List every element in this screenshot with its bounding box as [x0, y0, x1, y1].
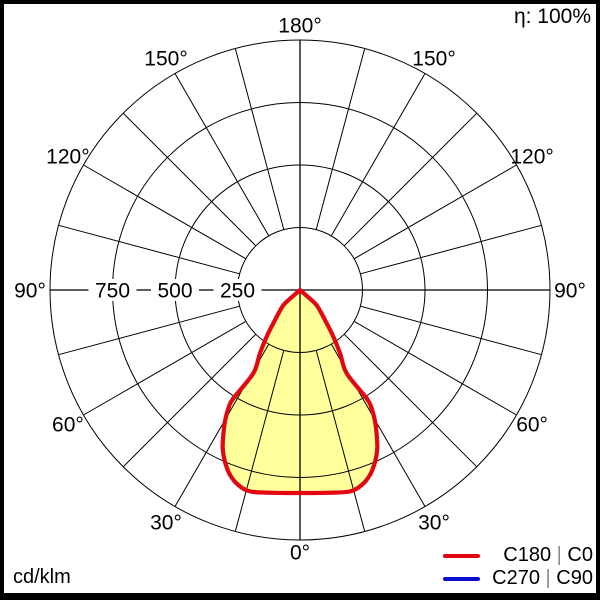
grid-spoke — [360, 305, 542, 356]
grid-spoke — [315, 48, 366, 230]
angle-label: 90° — [554, 280, 586, 303]
grid-spoke — [234, 350, 285, 532]
radial-tick-label: 250 — [220, 280, 255, 303]
radial-tick-label: 750 — [95, 280, 130, 303]
legend-item-c270-c90: C270 | C90 — [443, 567, 593, 590]
angle-label: 90° — [14, 280, 46, 303]
grid-spoke — [58, 305, 240, 356]
grid-spoke — [315, 350, 366, 532]
curve-c180-c0 — [220, 287, 380, 496]
angle-label: 120° — [510, 146, 553, 169]
angle-label: 60° — [516, 414, 548, 437]
radial-tick-label: 500 — [157, 280, 192, 303]
legend-label-c270-c90: C270 | C90 — [492, 567, 593, 589]
unit-label: cd/klm — [13, 566, 71, 588]
grid-spoke — [58, 224, 240, 275]
radial-label-bg — [151, 279, 199, 301]
angle-label: 30° — [418, 512, 450, 535]
grid-spoke — [174, 73, 270, 237]
legend-label-c180-c0: C180 | C0 — [503, 544, 593, 566]
grid-spoke — [360, 224, 542, 275]
grid-spoke — [122, 112, 257, 247]
efficiency-label: η: 100% — [513, 5, 591, 28]
grid-spoke — [234, 48, 285, 230]
angle-label: 0° — [290, 542, 310, 565]
angle-label: 120° — [46, 146, 89, 169]
angle-label: 30° — [150, 512, 182, 535]
radial-label-bg — [88, 279, 137, 301]
grid-spoke — [330, 73, 426, 237]
grid-spoke — [353, 320, 517, 416]
grid-spoke — [353, 164, 517, 260]
legend-line-blue — [443, 576, 480, 581]
radial-label-bg — [213, 279, 262, 301]
angle-label: 60° — [52, 414, 84, 437]
grid-spoke — [122, 333, 257, 468]
legend-line-red — [443, 553, 480, 558]
angle-label: 150° — [412, 47, 455, 70]
legend-item-c180-c0: C180 | C0 — [443, 544, 593, 567]
grid-spoke — [83, 320, 247, 416]
grid-spoke — [343, 333, 478, 468]
grid-spoke — [83, 164, 247, 260]
angle-label: 180° — [278, 15, 321, 38]
angle-label: 150° — [144, 47, 187, 70]
grid-spoke — [343, 112, 478, 247]
legend: C180 | C0 C270 | C90 — [443, 544, 593, 590]
